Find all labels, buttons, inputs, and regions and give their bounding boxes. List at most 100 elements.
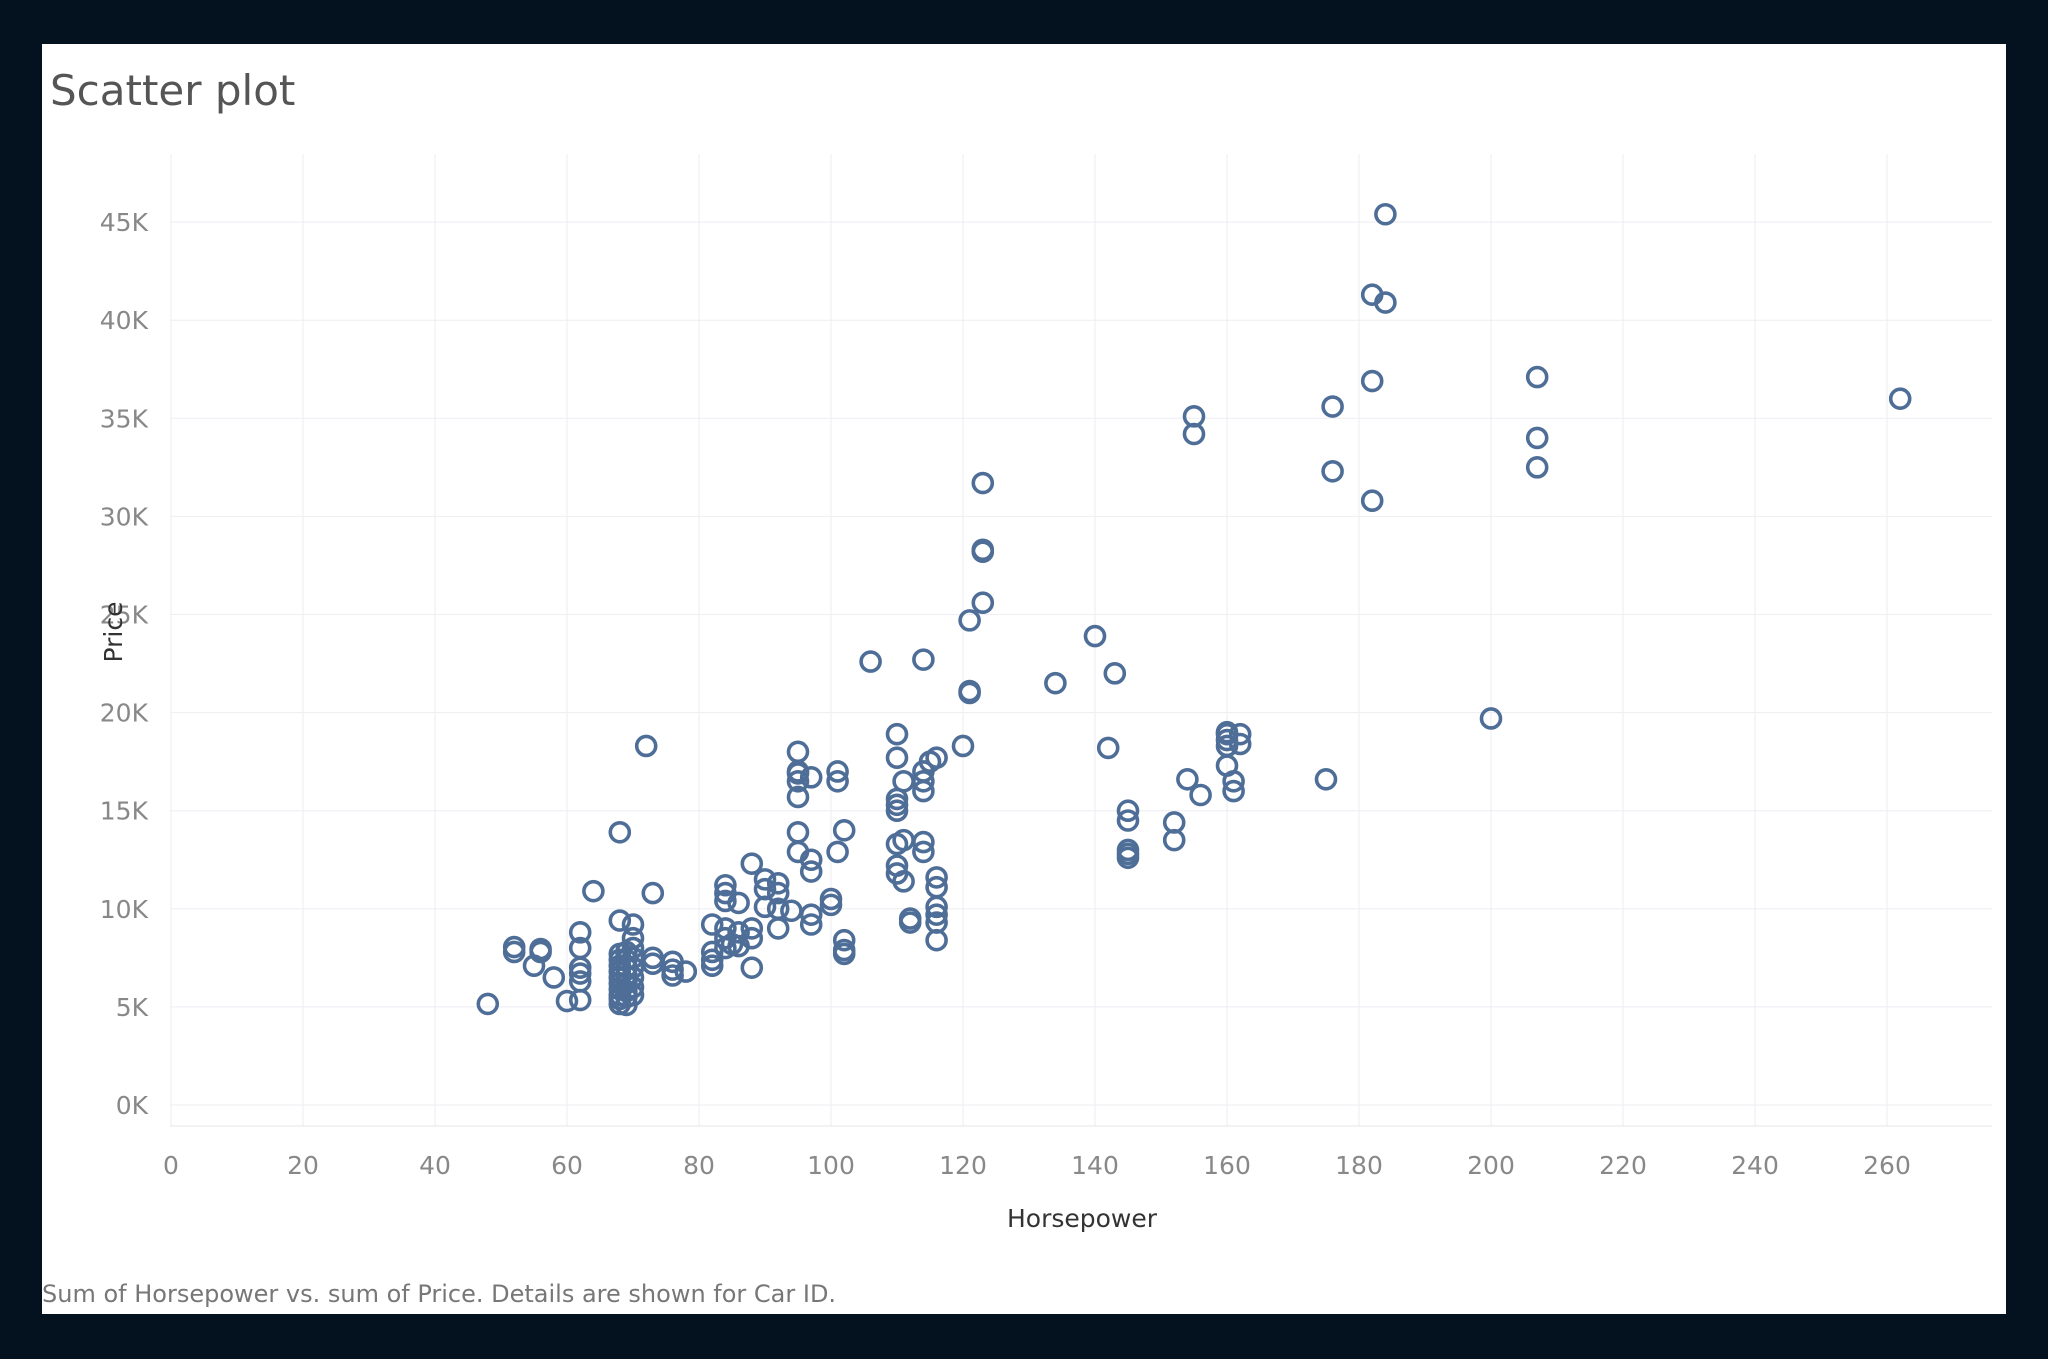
data-point[interactable] <box>700 948 724 972</box>
data-point[interactable] <box>1096 736 1120 760</box>
data-point[interactable] <box>912 840 935 864</box>
data-point[interactable] <box>1176 768 1199 791</box>
data-point[interactable] <box>780 899 803 923</box>
data-point[interactable] <box>1374 291 1397 314</box>
data-point[interactable] <box>832 819 856 842</box>
data-point[interactable] <box>786 769 810 793</box>
data-point[interactable] <box>799 913 823 936</box>
data-point[interactable] <box>621 913 645 936</box>
data-point[interactable] <box>892 828 915 852</box>
data-point[interactable] <box>714 889 737 913</box>
data-point[interactable] <box>766 881 790 905</box>
data-point[interactable] <box>1888 387 1912 410</box>
data-point[interactable] <box>1228 722 1252 746</box>
data-point[interactable] <box>1321 395 1344 418</box>
data-point[interactable] <box>766 871 790 895</box>
data-point[interactable] <box>766 897 790 921</box>
data-point[interactable] <box>582 879 605 903</box>
data-point[interactable] <box>832 928 856 952</box>
data-point[interactable] <box>753 877 777 901</box>
data-point[interactable] <box>892 769 915 793</box>
data-point[interactable] <box>925 911 948 934</box>
data-point[interactable] <box>951 734 975 758</box>
data-point[interactable] <box>892 870 915 893</box>
data-point[interactable] <box>958 681 981 705</box>
data-point[interactable] <box>714 873 737 897</box>
data-point[interactable] <box>1228 732 1252 756</box>
data-point[interactable] <box>753 868 777 891</box>
data-point[interactable] <box>826 769 849 793</box>
data-point[interactable] <box>925 866 948 889</box>
data-point[interactable] <box>819 887 843 911</box>
data-point[interactable] <box>641 881 665 905</box>
data-point[interactable] <box>799 848 823 872</box>
data-point[interactable] <box>859 650 882 673</box>
data-point[interactable] <box>661 958 684 981</box>
data-point[interactable] <box>700 940 724 964</box>
data-point[interactable] <box>529 937 552 961</box>
data-point[interactable] <box>971 538 995 562</box>
data-point[interactable] <box>1182 405 1206 428</box>
data-point[interactable] <box>925 746 948 770</box>
data-point[interactable] <box>885 746 909 770</box>
data-point[interactable] <box>502 935 526 959</box>
data-point[interactable] <box>1525 365 1549 389</box>
data-point[interactable] <box>971 591 995 615</box>
data-point[interactable] <box>568 970 592 993</box>
data-point[interactable] <box>555 989 579 1013</box>
data-point[interactable] <box>912 769 935 793</box>
data-point[interactable] <box>1321 459 1344 483</box>
data-point[interactable] <box>925 903 948 926</box>
data-point[interactable] <box>1525 426 1549 450</box>
data-point[interactable] <box>727 891 750 915</box>
data-point[interactable] <box>786 740 810 764</box>
data-point[interactable] <box>542 966 566 989</box>
data-point[interactable] <box>1116 799 1140 823</box>
data-point[interactable] <box>1116 838 1140 862</box>
data-point[interactable] <box>608 909 632 932</box>
data-point[interactable] <box>740 852 764 875</box>
data-point[interactable] <box>621 926 645 950</box>
data-point[interactable] <box>1189 783 1212 807</box>
data-point[interactable] <box>1215 720 1239 744</box>
data-point[interactable] <box>885 722 909 746</box>
data-point[interactable] <box>674 960 698 983</box>
data-point[interactable] <box>958 609 981 632</box>
data-point[interactable] <box>799 860 823 883</box>
data-point[interactable] <box>700 913 724 936</box>
data-point[interactable] <box>1103 662 1127 685</box>
data-point[interactable] <box>786 820 810 844</box>
data-point[interactable] <box>1360 369 1384 393</box>
data-point[interactable] <box>1222 769 1245 793</box>
data-point[interactable] <box>1116 809 1140 832</box>
data-point[interactable] <box>925 875 948 899</box>
data-point[interactable] <box>740 956 764 979</box>
data-point[interactable] <box>740 917 764 940</box>
data-point[interactable] <box>1314 768 1338 791</box>
data-point[interactable] <box>766 917 790 940</box>
data-point[interactable] <box>608 820 632 844</box>
data-point[interactable] <box>912 830 935 854</box>
data-point[interactable] <box>832 938 856 962</box>
data-point[interactable] <box>826 760 849 783</box>
data-point[interactable] <box>826 840 849 864</box>
data-point[interactable] <box>476 992 500 1016</box>
data-point[interactable] <box>912 648 935 671</box>
data-point[interactable] <box>799 903 823 926</box>
data-point[interactable] <box>786 785 810 809</box>
data-point[interactable] <box>1479 707 1503 730</box>
data-point[interactable] <box>1360 489 1384 513</box>
data-point[interactable] <box>740 926 764 950</box>
data-point[interactable] <box>727 921 750 944</box>
data-point[interactable] <box>898 907 922 930</box>
data-point[interactable] <box>1222 779 1245 803</box>
data-point[interactable] <box>971 471 995 495</box>
data-point[interactable] <box>799 766 823 789</box>
data-point[interactable] <box>568 921 592 944</box>
data-point[interactable] <box>1162 811 1186 834</box>
data-point[interactable] <box>568 936 592 960</box>
data-point[interactable] <box>621 936 645 960</box>
data-point[interactable] <box>1083 624 1107 648</box>
data-point[interactable] <box>1374 202 1397 226</box>
data-point[interactable] <box>634 734 658 758</box>
